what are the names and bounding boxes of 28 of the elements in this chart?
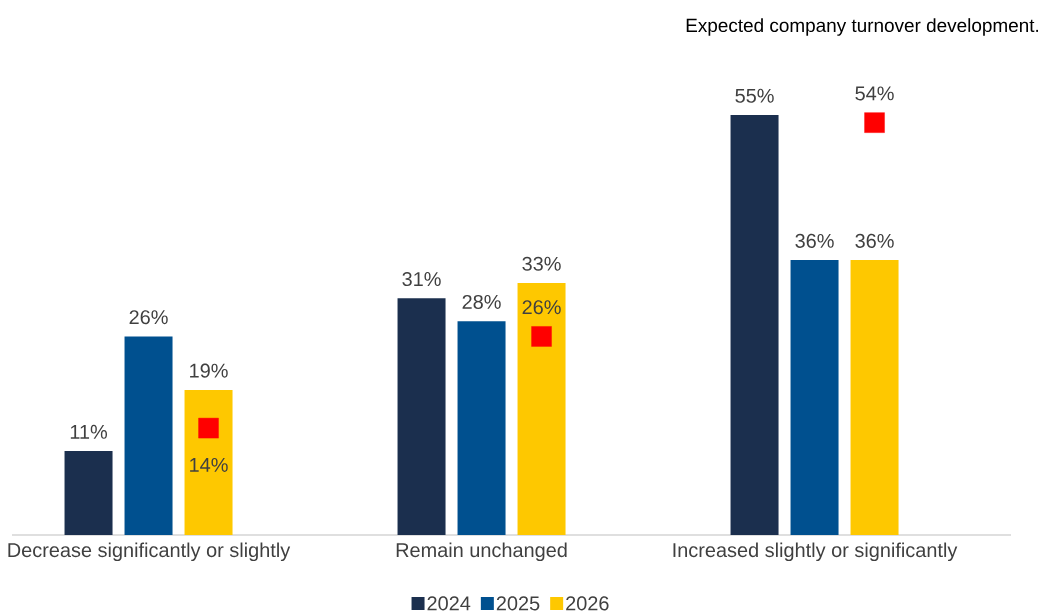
data-label: 31% [402,271,441,287]
legend-label: 2026 [566,596,609,611]
bar [730,115,779,535]
data-label: 36% [795,233,834,248]
x-tick-label: Decrease significantly or slightly [8,542,291,562]
bar [850,260,899,535]
data-label: 11% [70,424,108,439]
data-label: 26% [129,310,168,325]
data-label: 33% [522,256,561,271]
bar [457,321,506,535]
bar [790,260,839,535]
data-label: 28% [462,294,501,309]
bar [64,451,113,535]
bar [517,283,566,535]
legend-label: 2025 [496,596,540,611]
bar [124,336,173,535]
x-tick-label: Remain unchanged [396,542,567,562]
chart-title: Expected company turnover development. [686,18,1039,36]
legend-label: 2024 [427,596,471,611]
data-label: 19% [190,363,228,378]
x-tick-label: Increased slightly or significantly [673,542,958,562]
data-label: 36% [855,233,894,248]
bar [397,298,446,535]
data-label: 14% [190,457,228,472]
bar [184,389,233,535]
data-label: 55% [735,88,774,103]
data-label: 26% [522,300,561,315]
data-label: 54% [855,86,894,101]
